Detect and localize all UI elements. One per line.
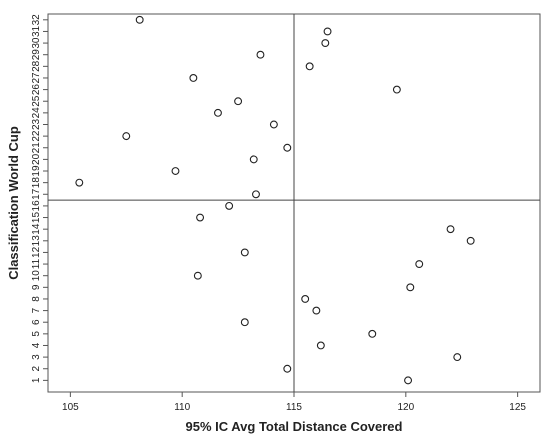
y-tick-label: 31 (31, 25, 42, 37)
y-tick-label: 8 (31, 296, 42, 302)
reference-lines (48, 14, 540, 392)
data-points (75, 15, 475, 385)
y-tick-label: 23 (31, 118, 42, 130)
data-point (392, 85, 401, 94)
data-point (196, 213, 205, 222)
data-point (283, 364, 292, 373)
y-tick-label: 1 (31, 377, 42, 383)
y-tick-label: 28 (31, 60, 42, 72)
y-tick-label: 12 (31, 246, 42, 258)
x-tick-label: 125 (509, 402, 526, 413)
x-tick-label: 110 (174, 402, 190, 413)
data-point (122, 132, 131, 141)
y-tick-label: 27 (31, 72, 42, 84)
data-point (283, 143, 292, 152)
data-point (249, 155, 258, 164)
y-tick-label: 6 (31, 319, 42, 325)
data-point (316, 341, 325, 350)
y-tick-label: 13 (31, 235, 42, 247)
y-tick-label: 7 (31, 307, 42, 313)
data-point (269, 120, 278, 129)
data-point (234, 97, 243, 106)
data-point (256, 50, 265, 59)
y-tick-label: 22 (31, 130, 42, 142)
x-tick-label: 115 (286, 402, 302, 413)
data-point (466, 236, 475, 245)
x-tick-label: 120 (397, 402, 414, 413)
x-axis-title: 95% IC Avg Total Distance Covered (186, 419, 403, 434)
y-tick-label: 32 (31, 14, 42, 26)
data-point (135, 15, 144, 24)
data-point (453, 353, 462, 362)
y-tick-label: 24 (31, 107, 42, 119)
data-point (406, 283, 415, 292)
y-tick-label: 30 (31, 37, 42, 49)
y-tick-label: 20 (31, 153, 42, 165)
data-point (404, 376, 413, 385)
y-tick-label: 29 (31, 49, 42, 61)
y-tick-label: 14 (31, 223, 42, 235)
y-tick-label: 4 (31, 342, 42, 348)
data-point (312, 306, 321, 315)
data-point (193, 271, 202, 280)
y-tick-label: 21 (31, 142, 42, 154)
y-tick-label: 26 (31, 84, 42, 96)
y-tick-label: 11 (31, 258, 42, 269)
data-point (368, 329, 377, 338)
y-tick-label: 3 (31, 354, 42, 360)
y-tick-label: 19 (31, 165, 42, 177)
data-point (240, 248, 249, 257)
data-point (171, 167, 180, 175)
y-tick-label: 17 (31, 188, 42, 200)
data-point (252, 190, 260, 199)
y-axis-title: Classification World Cup (6, 126, 21, 280)
data-point (225, 201, 234, 210)
data-point (321, 39, 330, 48)
data-point (301, 295, 310, 303)
data-point (75, 178, 84, 187)
y-axis-ticks: 1234567891011121314151617181920212223242… (31, 14, 48, 383)
x-tick-label: 105 (62, 402, 79, 413)
y-tick-label: 9 (31, 284, 42, 290)
y-tick-label: 18 (31, 177, 42, 189)
x-axis-ticks: 105 110 115 120 125 (62, 392, 526, 413)
data-point (323, 27, 332, 36)
y-tick-label: 16 (31, 200, 42, 212)
data-point (189, 74, 198, 82)
data-point (446, 225, 455, 234)
y-tick-label: 5 (31, 331, 42, 337)
y-tick-label: 25 (31, 95, 42, 107)
data-point (214, 108, 222, 117)
y-tick-label: 2 (31, 366, 42, 372)
data-point (415, 260, 424, 269)
y-tick-label: 15 (31, 212, 42, 224)
data-point (240, 318, 249, 327)
y-tick-label: 10 (31, 270, 42, 282)
data-point (305, 62, 314, 71)
